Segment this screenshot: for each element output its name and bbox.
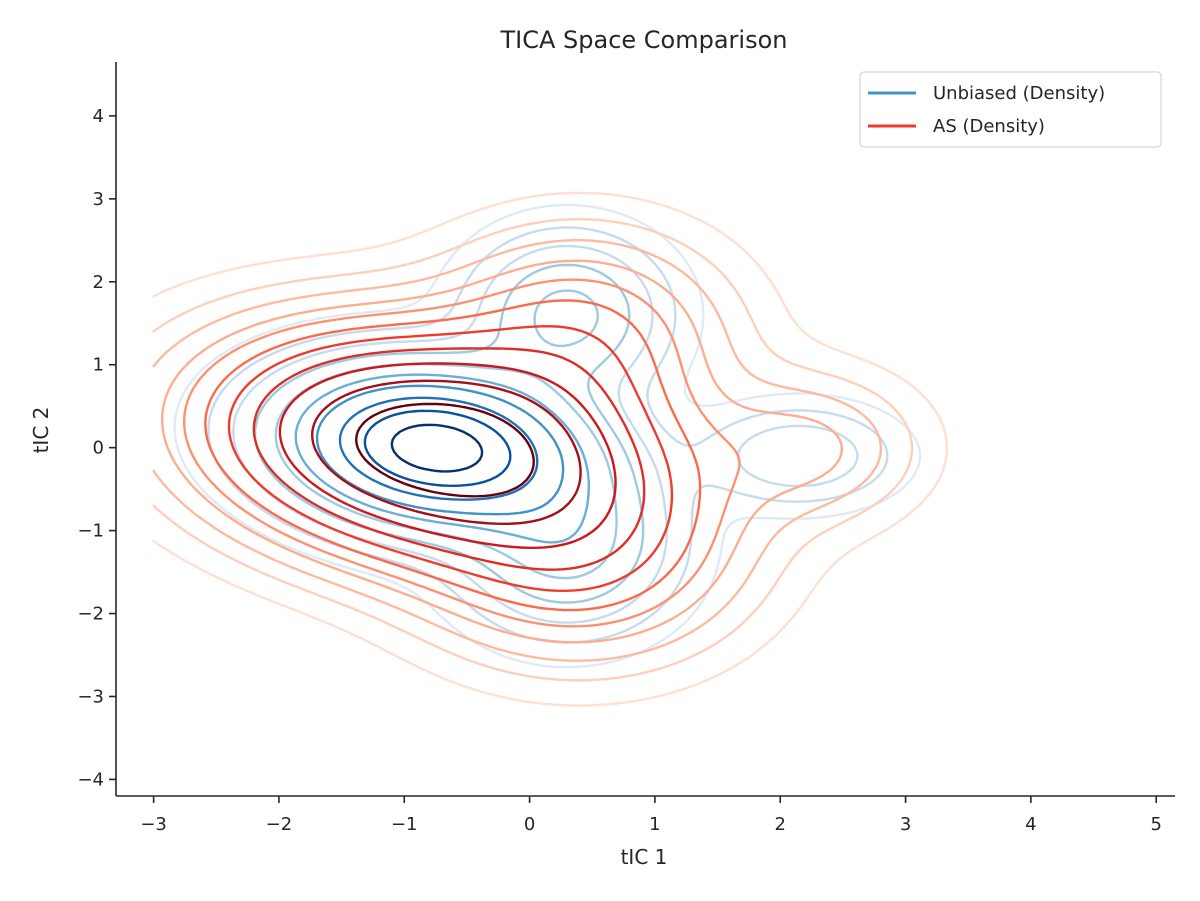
x-ticks: −3 −2 −1 0 1 2 3 4 5 xyxy=(140,796,1162,835)
x-tick-label: 3 xyxy=(900,814,911,835)
contour-as-level-2 xyxy=(152,218,914,682)
contour-unbiased-level-1 xyxy=(173,203,922,669)
contour-as-level-9 xyxy=(278,362,617,549)
y-ticks: −4 −3 −2 −1 0 1 2 3 4 xyxy=(77,106,116,790)
contour-unbiased-level-10 xyxy=(390,423,484,473)
x-tick-label: 4 xyxy=(1025,814,1036,835)
contours-as xyxy=(152,191,949,707)
legend-label-as: AS (Density) xyxy=(933,116,1045,137)
x-tick-label: 5 xyxy=(1150,814,1161,835)
contour-as-level-10 xyxy=(311,379,582,525)
contour-as-level-8 xyxy=(252,347,646,571)
x-tick-label: 2 xyxy=(774,814,785,835)
x-tick-label: −1 xyxy=(391,814,418,835)
y-tick-label: −4 xyxy=(77,769,104,790)
x-tick-label: −3 xyxy=(140,814,167,835)
chart-title: TICA Space Comparison xyxy=(499,26,787,54)
contours-unbiased xyxy=(173,203,922,669)
y-tick-label: 3 xyxy=(93,189,104,210)
y-tick-label: −2 xyxy=(77,604,104,625)
legend-label-unbiased: Unbiased (Density) xyxy=(933,83,1105,104)
y-tick-label: −1 xyxy=(77,521,104,542)
x-tick-label: −2 xyxy=(266,814,293,835)
x-axis-title: tIC 1 xyxy=(621,845,668,869)
contour-as-level-5 xyxy=(183,278,741,628)
contour-as-level-6 xyxy=(204,299,702,612)
contour-as-level-4 xyxy=(160,259,843,644)
contour-unbiased-level-6 xyxy=(294,373,590,544)
contour-as-level-11 xyxy=(355,402,535,498)
contour-unbiased-level-9 xyxy=(363,409,512,487)
contour-as-level-3 xyxy=(152,239,883,662)
x-tick-label: 1 xyxy=(649,814,660,835)
y-tick-label: 4 xyxy=(93,106,104,127)
y-tick-label: 0 xyxy=(93,438,104,459)
legend-box xyxy=(859,71,1162,148)
contour-unbiased-level-7 xyxy=(315,384,565,516)
x-tick-label: 0 xyxy=(524,814,535,835)
y-tick-label: 1 xyxy=(93,355,104,376)
contour-as-level-7 xyxy=(227,325,674,592)
y-axis-title: tIC 2 xyxy=(29,407,53,454)
legend: Unbiased (Density) AS (Density) xyxy=(859,71,1162,148)
contour-unbiased-level-2 xyxy=(207,226,889,644)
contour-as-level-1 xyxy=(152,191,949,707)
y-tick-label: −3 xyxy=(77,686,104,707)
contour-unbiased-level-8 xyxy=(338,396,539,501)
y-tick-label: 2 xyxy=(93,272,104,293)
